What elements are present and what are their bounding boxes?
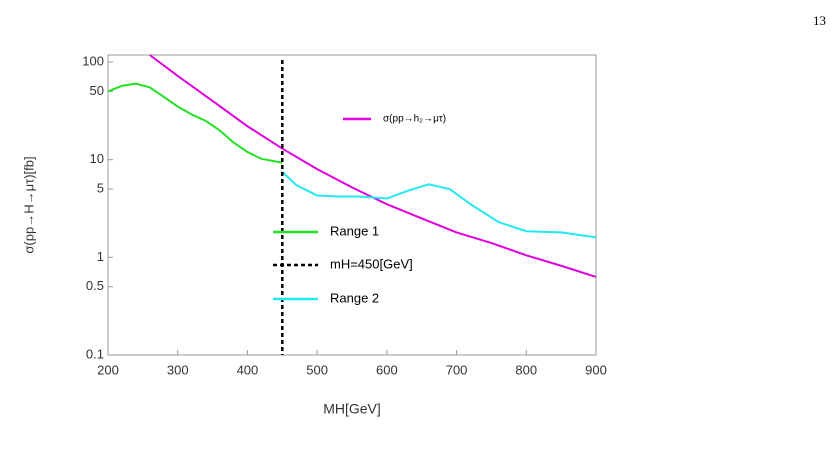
x-tick-label: 700 (446, 362, 468, 377)
x-tick-label: 200 (97, 362, 119, 377)
plot-frame (107, 54, 597, 356)
x-tick-label: 500 (306, 362, 328, 377)
page-number: 13 (813, 13, 826, 28)
y-tick-label: 1 (97, 249, 104, 264)
x-tick-label: 800 (515, 362, 537, 377)
y-tick-label: 0.5 (86, 278, 104, 293)
series-line (281, 171, 597, 239)
x-tick-label: 300 (167, 362, 189, 377)
y-tick-label: 5 (97, 181, 104, 196)
x-tick-label: 600 (376, 362, 398, 377)
y-tick-label: 50 (90, 83, 104, 98)
series-line (149, 54, 597, 278)
legend-label: mH=450[GeV] (330, 256, 413, 271)
series-line (107, 82, 283, 164)
legend-label: Range 1 (330, 223, 379, 238)
y-tick-label: 100 (82, 53, 104, 68)
x-tick-label: 400 (237, 362, 259, 377)
x-axis-label: MH[GeV] (323, 401, 381, 417)
y-axis-label: σ(pp→H→μτ)[fb] (21, 156, 36, 253)
y-tick-label: 0.1 (86, 346, 104, 361)
x-tick-label: 900 (585, 362, 607, 377)
y-tick-label: 10 (90, 151, 104, 166)
legend-label: σ(pp→h₂→μτ) (383, 114, 446, 125)
legend-label: Range 2 (330, 290, 379, 305)
